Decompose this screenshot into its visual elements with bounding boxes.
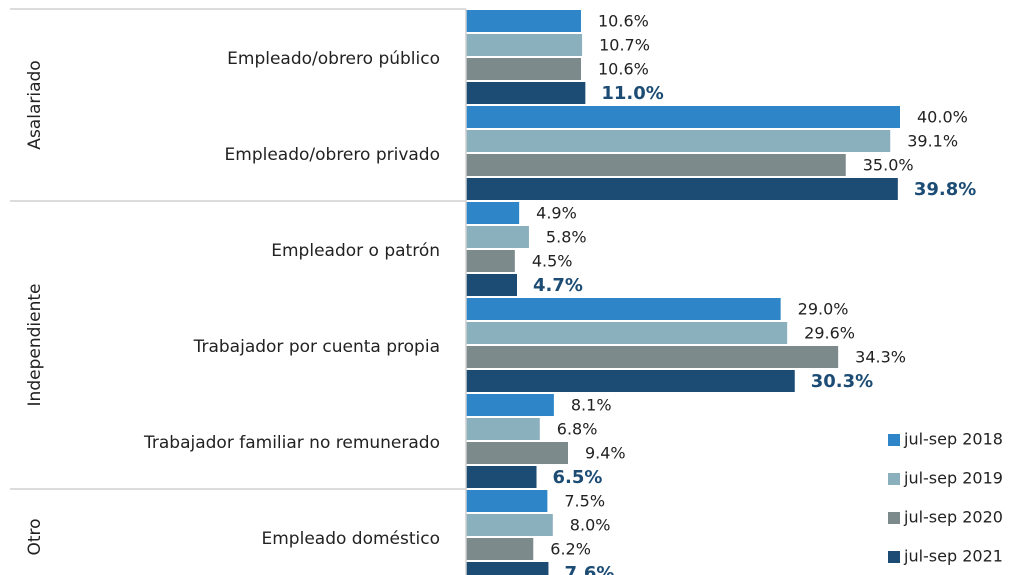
category-label: Trabajador familiar no remunerado <box>143 433 440 453</box>
data-label: 6.2% <box>550 540 591 559</box>
bar <box>466 34 583 56</box>
data-label: 6.5% <box>553 467 603 488</box>
bar <box>466 490 548 512</box>
bar <box>466 226 529 248</box>
data-label: 11.0% <box>601 83 663 104</box>
data-label: 4.9% <box>536 204 577 223</box>
data-label: 8.1% <box>571 396 612 415</box>
data-label: 8.0% <box>570 516 611 535</box>
bar <box>466 346 839 368</box>
data-label: 10.7% <box>599 36 650 55</box>
category-label: Empleado/obrero privado <box>225 145 440 165</box>
data-label: 30.3% <box>811 371 873 392</box>
group-label: Otro <box>25 518 45 555</box>
bar <box>466 538 534 560</box>
data-label: 29.0% <box>798 300 849 319</box>
bar <box>466 394 554 416</box>
data-label: 39.8% <box>914 179 976 200</box>
legend-label: jul-sep 2019 <box>903 469 1003 488</box>
bar <box>466 58 582 80</box>
data-label: 39.1% <box>907 132 958 151</box>
category-label: Empleado/obrero público <box>227 49 440 69</box>
bar <box>466 418 540 440</box>
data-label: 7.5% <box>564 492 605 511</box>
bar <box>466 106 900 128</box>
legend-label: jul-sep 2021 <box>903 547 1003 566</box>
data-label: 40.0% <box>917 108 968 127</box>
bar <box>466 178 898 200</box>
legend-swatch <box>888 473 900 485</box>
category-label: Trabajador por cuenta propia <box>193 337 440 357</box>
data-label: 29.6% <box>804 324 855 343</box>
bar <box>466 442 568 464</box>
data-label: 35.0% <box>863 156 914 175</box>
data-label: 4.5% <box>532 252 573 271</box>
legend-swatch <box>888 551 900 563</box>
bar <box>466 466 537 488</box>
legend-label: jul-sep 2018 <box>903 430 1003 449</box>
bar <box>466 250 515 272</box>
data-label: 7.6% <box>564 563 614 575</box>
group-label: Independiente <box>25 284 45 407</box>
data-label: 6.8% <box>557 420 598 439</box>
data-label: 5.8% <box>546 228 587 247</box>
category-label: Empleador o patrón <box>271 241 440 261</box>
data-label: 34.3% <box>855 348 906 367</box>
bar <box>466 10 582 32</box>
data-label: 9.4% <box>585 444 626 463</box>
bar <box>466 274 517 296</box>
bar <box>466 82 586 104</box>
data-label: 10.6% <box>598 12 649 31</box>
bar <box>466 322 788 344</box>
legend-label: jul-sep 2020 <box>903 508 1003 527</box>
group-label: Asalariado <box>25 60 45 149</box>
data-label: 4.7% <box>533 275 583 296</box>
bar <box>466 154 846 176</box>
bar <box>466 370 795 392</box>
legend-swatch <box>888 434 900 446</box>
category-label: Empleado doméstico <box>262 529 441 549</box>
bar <box>466 130 891 152</box>
bar <box>466 298 781 320</box>
legend-swatch <box>888 512 900 524</box>
data-label: 10.6% <box>598 60 649 79</box>
bar <box>466 514 553 536</box>
bar <box>466 562 549 575</box>
bar <box>466 202 520 224</box>
